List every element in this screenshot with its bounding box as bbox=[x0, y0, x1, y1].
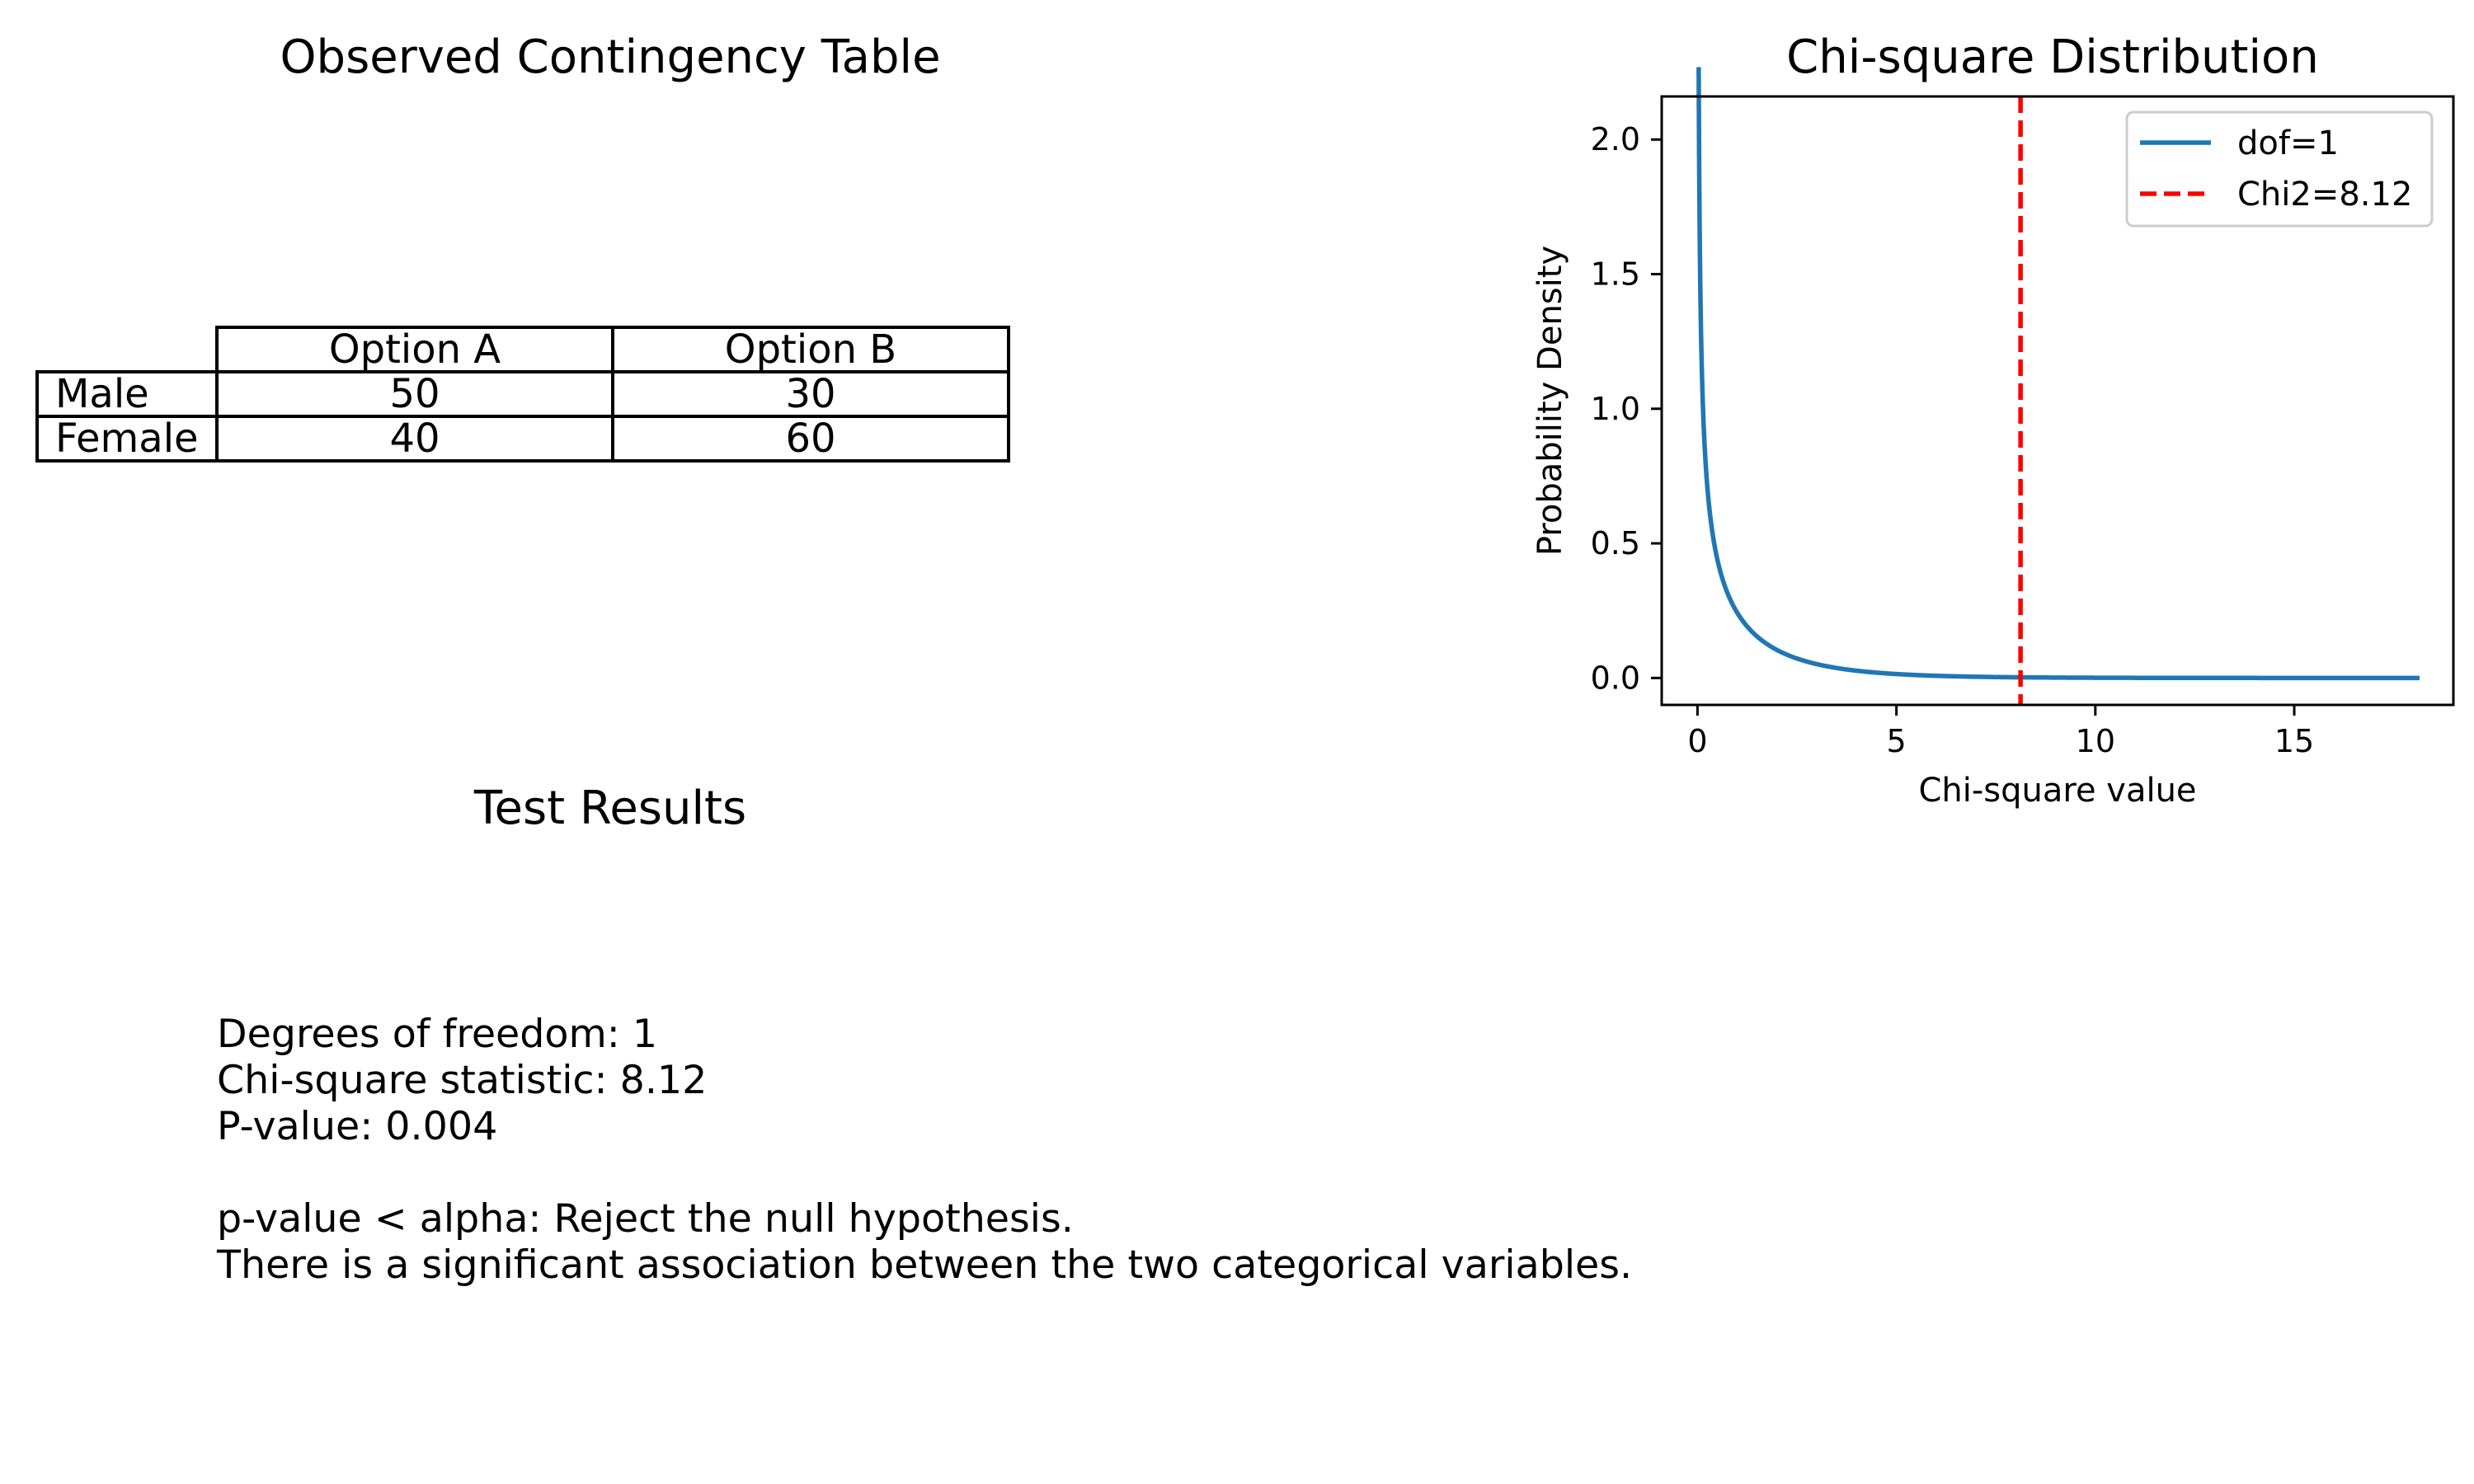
contingency-table: Option A Option B Male 50 30 Female 40 6… bbox=[35, 326, 1010, 463]
row-label-male: Male bbox=[35, 370, 219, 418]
y-axis-label: Probability Density bbox=[1531, 246, 1569, 556]
results-line: P-value: 0.004 bbox=[217, 1104, 498, 1149]
y-tick-label: 0.5 bbox=[1591, 525, 1640, 561]
results-line: Chi-square statistic: 8.12 bbox=[217, 1058, 708, 1103]
results-line: p-value < alpha: Reject the null hypothe… bbox=[217, 1196, 1074, 1242]
legend-label: Chi2=8.12 bbox=[2237, 176, 2412, 214]
table-panel-title: Observed Contingency Table bbox=[280, 31, 941, 84]
table-row: Female 40 60 bbox=[35, 415, 1010, 463]
plot-frame bbox=[1660, 95, 2455, 707]
y-tick-label: 1.5 bbox=[1591, 256, 1640, 293]
results-line: Degrees of freedom: 1 bbox=[217, 1012, 658, 1057]
x-tick-label: 5 bbox=[1887, 723, 1907, 759]
chart-title: Chi-square Distribution bbox=[1786, 31, 2319, 84]
y-tick-label: 2.0 bbox=[1591, 121, 1640, 157]
table-cell: 50 bbox=[215, 370, 614, 418]
x-tick-label: 10 bbox=[2076, 723, 2115, 759]
table-cell: 30 bbox=[611, 370, 1010, 418]
series-line-1 bbox=[1696, 67, 2420, 681]
results-panel-title: Test Results bbox=[473, 782, 747, 835]
table-cell: 40 bbox=[215, 415, 614, 463]
table-row: Male 50 30 bbox=[35, 370, 1010, 418]
row-label-female: Female bbox=[35, 415, 219, 463]
legend-label: dof=1 bbox=[2237, 124, 2339, 162]
x-tick-label: 15 bbox=[2274, 723, 2314, 759]
column-header-option-b: Option B bbox=[611, 326, 1010, 373]
y-tick-label: 0.0 bbox=[1591, 660, 1640, 696]
column-header-option-a: Option A bbox=[215, 326, 614, 373]
results-line: There is a significant association betwe… bbox=[217, 1242, 1633, 1288]
table-header-row: Option A Option B bbox=[37, 326, 1010, 373]
x-tick-label: 0 bbox=[1687, 723, 1707, 759]
x-axis-label: Chi-square value bbox=[1918, 772, 2196, 810]
y-tick-label: 1.0 bbox=[1591, 391, 1640, 427]
table-cell: 60 bbox=[611, 415, 1010, 463]
results-text: Degrees of freedom: 1 Chi-square statisti… bbox=[217, 1012, 1632, 1289]
